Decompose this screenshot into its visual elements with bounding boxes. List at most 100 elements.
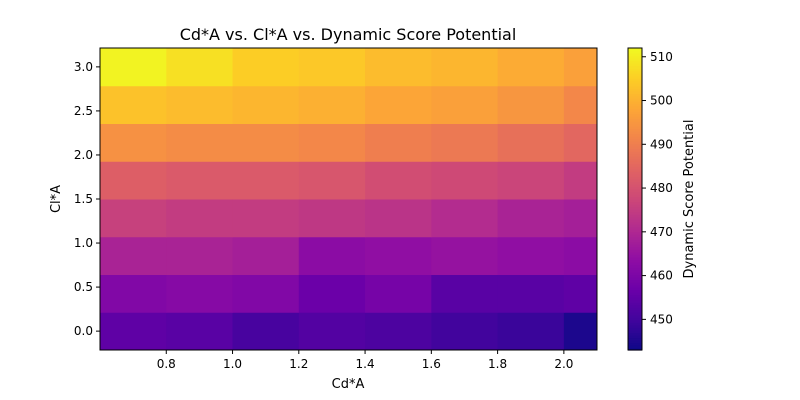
heatmap-cell [232,161,300,200]
colorbar-segment [628,287,642,291]
heatmap-cell [298,161,366,200]
y-tick-label: 1.0 [74,236,93,250]
colorbar-label: Dynamic Score Potential [682,120,697,279]
heatmap-cell [298,85,366,124]
colorbar-segment [628,60,642,64]
heatmap-cell [431,48,499,87]
colorbar-segment [628,279,642,283]
heatmap-cell [431,236,499,275]
colorbar-segment [628,151,642,155]
colorbar-segment [628,342,642,346]
heatmap-cell [365,85,432,124]
colorbar-segment [628,246,642,250]
colorbar-segment [628,347,642,351]
colorbar-segment [628,307,642,311]
colorbar-segment [628,337,642,341]
colorbar-segment [628,65,642,69]
heatmap-cell [100,274,167,313]
y-axis-ticks: 0.0 0.5 1.0 1.5 2.0 2.5 3.0 [74,60,100,338]
colorbar-tick-label: 500 [650,94,673,108]
colorbar-segment [628,143,642,147]
heatmap-cell [497,48,565,87]
heatmap-cell [232,236,300,275]
y-tick-label: 0.5 [74,280,93,294]
colorbar-segment [628,166,642,170]
colorbar-segment [628,264,642,268]
colorbar-segment [628,317,642,321]
x-tick-label: 0.8 [157,357,176,371]
colorbar-segment [628,50,642,54]
colorbar-segment [628,55,642,59]
colorbar-segment [628,329,642,333]
colorbar-segment [628,229,642,233]
colorbar-segment [628,158,642,162]
heatmap-cell [365,236,432,275]
x-tick-label: 1.4 [356,357,375,371]
colorbar-segment [628,294,642,298]
colorbar-segment [628,70,642,74]
colorbar-segment [628,191,642,195]
colorbar-segment [628,178,642,182]
colorbar-segment [628,231,642,235]
heatmap-cell [497,161,565,200]
colorbar-segment [628,256,642,260]
colorbar-segment [628,156,642,160]
colorbar-segment [628,304,642,308]
colorbar-segment [628,271,642,276]
colorbar-segment [628,131,642,135]
x-axis-ticks: 0.8 1.0 1.2 1.4 1.6 1.8 2.0 [157,350,573,371]
heatmap-cell [298,312,366,351]
heatmap-cell [431,85,499,124]
colorbar-segment [628,186,642,190]
colorbar-segment [628,334,642,339]
colorbar-segment [628,68,642,72]
colorbar-segment [628,284,642,288]
heatmap-cell [365,123,432,162]
colorbar-segment [628,138,642,142]
colorbar-segment [628,183,642,188]
heatmap-cell [100,199,167,238]
colorbar-segment [628,312,642,316]
colorbar-segment [628,251,642,255]
colorbar-segment [628,83,642,87]
colorbar-segment [628,123,642,127]
colorbar-segment [628,282,642,286]
heatmap-cell [166,312,234,351]
heatmap-cell [365,48,432,87]
colorbar-segment [628,226,642,230]
colorbar-segment [628,115,642,120]
colorbar-segment [628,110,642,115]
heatmap-cell [100,161,167,200]
heatmap-cell [298,123,366,162]
colorbar-segment [628,339,642,344]
colorbar-segment [628,98,642,102]
colorbar-segment [628,211,642,215]
heatmap-cell [166,236,234,275]
colorbar-segment [628,201,642,205]
colorbar-segment [628,314,642,318]
colorbar-segment [628,88,642,92]
colorbar-segment [628,332,642,336]
colorbar-segment [628,95,642,99]
heatmap-cell [166,48,234,87]
colorbar-segment [628,244,642,248]
colorbar-segment [628,254,642,258]
colorbar-segment [628,141,642,145]
colorbar-segment [628,196,642,200]
heatmap-cell [298,199,366,238]
colorbar-segment [628,78,642,82]
heatmap-cell [365,199,432,238]
heatmap-cell [100,312,167,351]
x-tick-label: 1.8 [488,357,507,371]
colorbar-segment [628,146,642,150]
heatmap-cell [298,274,366,313]
heatmap-cell [497,123,565,162]
colorbar-segment [628,93,642,97]
heatmap-cell [298,48,366,87]
colorbar-segment [628,181,642,185]
heatmap-cell [298,236,366,275]
heatmap-cell [431,123,499,162]
colorbar-segment [628,133,642,137]
heatmap-cell [563,199,598,238]
